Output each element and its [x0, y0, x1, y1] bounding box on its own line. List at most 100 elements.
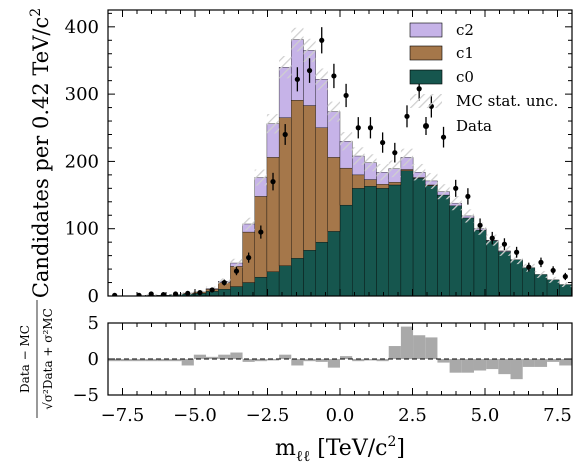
- ratio-bar: [315, 359, 328, 362]
- mc-unc-bin: [315, 68, 328, 91]
- mc-unc-bin: [547, 276, 560, 283]
- data-point: [209, 287, 215, 293]
- bar-c1: [339, 167, 353, 206]
- mc-unc-bin: [303, 38, 316, 62]
- data-point: [185, 290, 191, 296]
- y-tick-label: 200: [65, 151, 99, 172]
- ratio-bar: [340, 356, 353, 359]
- data-point: [282, 131, 288, 138]
- x-axis-label: mℓℓ [TeV/c2]: [275, 434, 405, 465]
- ratio-bar: [327, 359, 340, 368]
- mc-unc-bin: [449, 196, 462, 211]
- bar-c0: [303, 250, 316, 296]
- ratio-bar: [425, 337, 438, 359]
- bar-c1: [315, 127, 328, 243]
- mc-unc-bin: [327, 101, 340, 122]
- data-point: [319, 37, 325, 43]
- data-point: [258, 229, 264, 235]
- data-point: [392, 150, 398, 156]
- ratio-bar: [242, 359, 255, 362]
- mc-unc-bin: [340, 132, 353, 151]
- bar-c1: [388, 182, 402, 186]
- y-tick-label: 400: [65, 17, 99, 38]
- ratio-bar: [303, 359, 316, 362]
- ratio-axis-ticks: −5 0 5: [72, 313, 572, 406]
- ratio-bar: [145, 359, 158, 362]
- bar-c0: [571, 287, 572, 296]
- bar-c0: [352, 188, 365, 296]
- ratio-bar: [449, 359, 462, 373]
- y-tick-label: 100: [65, 219, 99, 240]
- bar-c1: [303, 105, 316, 251]
- ratio-bar: [181, 359, 194, 366]
- data-point: [380, 139, 386, 146]
- main-axis-ticks: 0 100 200 300 400: [65, 12, 572, 307]
- ratio-bar: [437, 359, 450, 363]
- data-point: [538, 259, 544, 265]
- ratio-bar: [461, 359, 474, 373]
- ratio-bar: [132, 359, 146, 362]
- x-axis-ticks: −7.5 −5.0 −2.5 0.0 2.5 5.0 7.5: [101, 10, 573, 426]
- data-point: [550, 267, 556, 274]
- x-tick-label: 5.0: [471, 405, 500, 426]
- ratio-bar: [559, 359, 572, 366]
- data-points: [112, 27, 580, 296]
- data-point: [160, 292, 166, 296]
- ratio-bar: [120, 359, 133, 362]
- mc-unc-bin: [413, 163, 426, 181]
- legend-swatch-c0: [409, 69, 443, 85]
- ratio-bar: [352, 359, 365, 362]
- legend-swatch-mc-unc: [410, 94, 442, 108]
- mc-unc-bin: [571, 285, 572, 291]
- bar-c0: [425, 185, 438, 296]
- ratio-bar: [498, 359, 511, 375]
- data-point: [306, 67, 313, 74]
- data-point: [514, 249, 520, 255]
- legend-swatch-c2: [409, 22, 443, 38]
- ratio-y-label-denominator: √σ²Data + σ²MC: [41, 308, 55, 410]
- legend-swatch-c1: [409, 45, 443, 61]
- ratio-bar: [266, 359, 280, 361]
- mc-unc-bin: [388, 160, 401, 178]
- bar-c0: [266, 271, 280, 296]
- legend-label-data: Data: [456, 117, 492, 135]
- data-point: [270, 179, 276, 185]
- legend-label-mc-unc: MC stat. unc.: [456, 92, 558, 110]
- y-tick-label: 0: [88, 286, 99, 307]
- main-plot-area: 0 100 200 300 400: [65, 9, 580, 307]
- bar-c1: [352, 174, 365, 189]
- bar-c0: [522, 267, 536, 296]
- x-tick-label: −5.0: [173, 405, 217, 426]
- ratio-bar: [169, 359, 182, 362]
- data-point: [575, 283, 580, 288]
- bar-c0: [437, 194, 450, 296]
- mc-unc-bin: [291, 27, 304, 52]
- bar-c0: [291, 258, 304, 296]
- bar-c0: [327, 231, 341, 296]
- bar-c1: [364, 179, 377, 187]
- ratio-y-axis-label: Data − MC √σ²Data + σ²MC: [18, 300, 55, 418]
- data-point: [197, 290, 203, 296]
- legend-label-c0: c0: [456, 68, 474, 86]
- data-point: [294, 76, 300, 82]
- mc-unc-bin: [376, 163, 389, 181]
- data-point: [367, 125, 374, 131]
- ratio-y-tick-label: 5: [88, 313, 99, 334]
- ratio-bar: [473, 359, 487, 371]
- ratio-bar: [547, 359, 560, 362]
- bar-c0: [278, 265, 292, 296]
- x-tick-label: −7.5: [101, 405, 145, 426]
- data-point: [112, 292, 118, 296]
- mc-unc-bin: [279, 56, 292, 79]
- data-point: [172, 291, 179, 296]
- data-point: [331, 73, 337, 79]
- x-tick-label: 2.5: [398, 405, 427, 426]
- ratio-bar: [218, 354, 231, 359]
- mc-unc-bin: [254, 169, 267, 186]
- ratio-bar: [388, 346, 401, 359]
- ratio-bar: [291, 359, 304, 366]
- ratio-bar: [510, 359, 523, 380]
- ratio-bar: [230, 352, 243, 359]
- data-point: [221, 279, 227, 286]
